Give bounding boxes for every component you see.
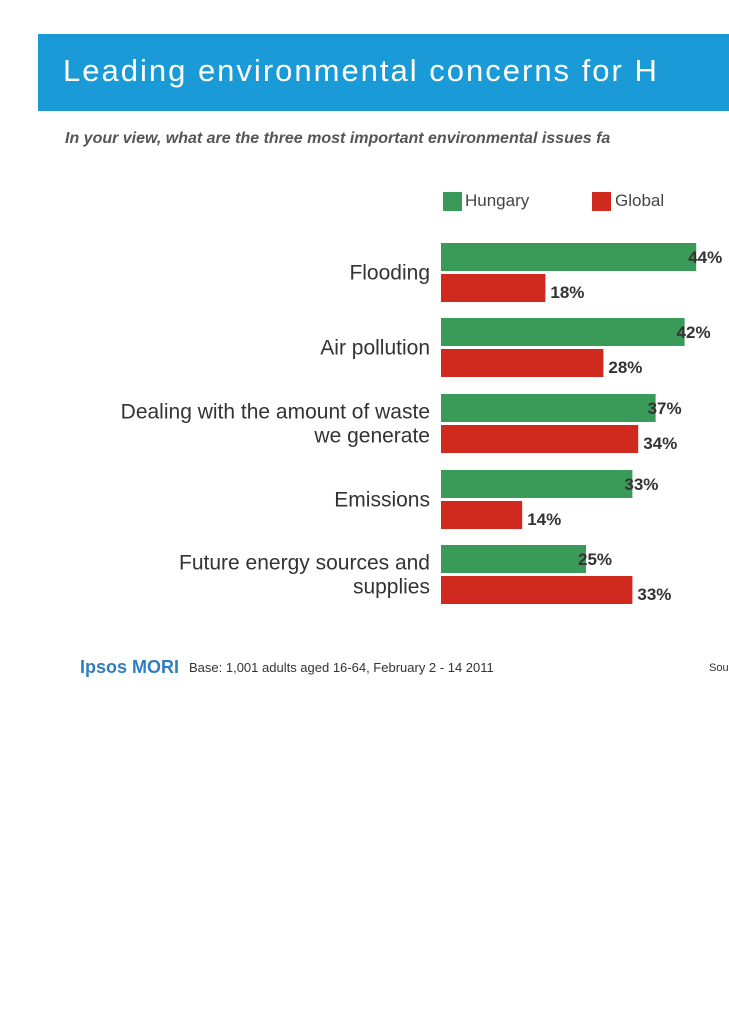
category-label: we generate xyxy=(313,425,430,448)
bar-hungary xyxy=(441,470,633,498)
page-title: Leading environmental concerns for H xyxy=(63,53,659,88)
data-label-global: 34% xyxy=(643,434,677,453)
category-label: Future energy sources and xyxy=(179,552,430,575)
legend-swatch-hungary xyxy=(443,192,462,211)
title-bar: Leading environmental concerns for H xyxy=(38,34,729,111)
data-label-hungary: 44% xyxy=(688,248,722,267)
legend-label-global: Global xyxy=(615,191,665,210)
ipsos-mori-logo: Ipsos MORI xyxy=(80,657,180,677)
bar-global xyxy=(441,349,604,377)
bar-hungary xyxy=(441,318,685,346)
bar-chart: Flooding 44% 18% Air pollution 42% 28% Dealing… xyxy=(121,243,722,604)
base-note: Base: 1,001 adults aged 16-64, February … xyxy=(189,660,494,675)
data-label-global: 33% xyxy=(637,585,671,604)
source-note: Sou xyxy=(709,662,729,674)
data-label-hungary: 33% xyxy=(624,475,658,494)
question-subtitle: In your view, what are the three most im… xyxy=(65,130,611,147)
data-label-global: 28% xyxy=(608,358,642,377)
data-label-global: 14% xyxy=(527,510,561,529)
category-label: supplies xyxy=(353,576,430,599)
bar-hungary xyxy=(441,243,697,271)
data-label-hungary: 25% xyxy=(578,550,612,569)
category-label: Air pollution xyxy=(320,337,430,360)
category-label: Dealing with the amount of waste xyxy=(121,401,430,424)
bar-hungary xyxy=(441,394,656,422)
legend-swatch-global xyxy=(592,192,611,211)
data-label-global: 18% xyxy=(550,283,584,302)
data-label-hungary: 42% xyxy=(677,323,711,342)
bar-global xyxy=(441,501,523,529)
category-label: Flooding xyxy=(349,262,430,285)
bar-global xyxy=(441,274,546,302)
data-label-hungary: 37% xyxy=(648,399,682,418)
legend-label-hungary: Hungary xyxy=(465,191,530,210)
bar-global xyxy=(441,576,633,604)
bar-hungary xyxy=(441,545,586,573)
bar-global xyxy=(441,425,639,453)
category-label: Emissions xyxy=(334,489,430,512)
